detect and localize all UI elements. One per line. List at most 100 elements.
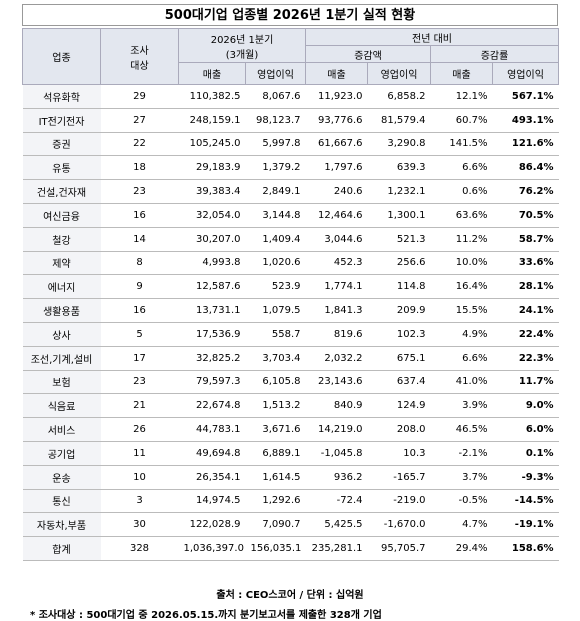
- table-cell: 6.6%: [430, 346, 493, 371]
- table-cell: 1,797.6: [305, 155, 368, 181]
- table-cell: 114.8: [367, 274, 431, 300]
- source: 출처 : CEO스코어 / 단위 : 십억원: [216, 590, 364, 601]
- table-cell: 27: [100, 108, 179, 133]
- table-cell: 79,597.3: [178, 370, 246, 395]
- table-cell: -9.3%: [492, 465, 559, 490]
- table-cell: 81,579.4: [367, 108, 431, 133]
- table-row: 운송 10 26,354.1 1,614.5 936.2 -165.7 3.7% -9.3%: [22, 465, 559, 490]
- table-cell: -165.7: [367, 465, 431, 490]
- table-cell: 생활용품: [22, 298, 101, 323]
- header-cell: 영업이익: [367, 62, 431, 85]
- table-cell: 14: [100, 227, 179, 252]
- table-cell: 637.4: [367, 370, 431, 395]
- table-cell: 21: [100, 393, 179, 419]
- table-cell: 17,536.9: [178, 322, 246, 347]
- table-cell: 29.4%: [430, 536, 493, 561]
- table-cell: 98,123.7: [245, 108, 306, 133]
- table-cell: 11: [100, 441, 179, 466]
- table-cell: 조선,기계,설비: [22, 346, 101, 371]
- table-cell: -14.5%: [492, 489, 559, 514]
- table-cell: -219.0: [367, 489, 431, 514]
- table-cell: 26,354.1: [178, 465, 246, 490]
- table-cell: 122,028.9: [178, 512, 246, 538]
- table-cell: 29: [100, 84, 179, 109]
- table-cell: 209.9: [367, 298, 431, 323]
- table-cell: 22.4%: [492, 322, 559, 347]
- table-cell: 1,513.2: [245, 393, 306, 419]
- table-cell: 보험: [22, 370, 101, 395]
- table-cell: 여신금융: [22, 203, 101, 228]
- table-cell: 5,425.5: [305, 512, 368, 538]
- table-cell: 3,044.6: [305, 227, 368, 252]
- table-cell: 3,671.6: [245, 417, 306, 442]
- table-cell: 110,382.5: [178, 84, 246, 109]
- table-cell: 8: [100, 251, 179, 276]
- table-cell: 141.5%: [430, 132, 493, 157]
- table-cell: 유통: [22, 155, 101, 181]
- table-cell: 1,232.1: [367, 179, 431, 204]
- header-cell: 업종: [22, 28, 101, 85]
- table-cell: 328: [100, 536, 179, 561]
- table-cell: 46.5%: [430, 417, 493, 442]
- table-cell: 26: [100, 417, 179, 442]
- table-cell: 2,032.2: [305, 346, 368, 371]
- table-row: 증권 22 105,245.0 5,997.8 61,667.6 3,290.8 141.5…: [22, 132, 559, 157]
- table-cell: 건설,건자재: [22, 179, 101, 204]
- table-row: 제약 8 4,993.8 1,020.6 452.3 256.6 10.0% 33.6%: [22, 251, 559, 276]
- table-cell: 3: [100, 489, 179, 514]
- table-cell: 22,674.8: [178, 393, 246, 419]
- table-row: IT전기전자 27 248,159.1 98,123.7 93,776.6 81,579.…: [22, 108, 559, 133]
- table-cell: 33.6%: [492, 251, 559, 276]
- table-cell: 4,993.8: [178, 251, 246, 276]
- header-cell: 증감액: [305, 45, 431, 63]
- table-cell: 22.3%: [492, 346, 559, 371]
- header-cell: 증감률: [429, 45, 560, 63]
- table-cell: 11.2%: [430, 227, 493, 252]
- table-cell: 819.6: [305, 322, 368, 347]
- header-cell: 조사 대상: [100, 28, 179, 85]
- table-cell: 3,144.8: [245, 203, 306, 228]
- table-row: 철강 14 30,207.0 1,409.4 3,044.6 521.3 11.2% 58.7…: [22, 227, 559, 252]
- table-cell: 18: [100, 155, 179, 181]
- table-cell: 58.7%: [492, 227, 559, 252]
- table-cell: 8,067.6: [245, 84, 306, 109]
- table-cell: 0.6%: [430, 179, 493, 204]
- header-cell: 매출: [178, 62, 246, 85]
- table-cell: 철강: [22, 227, 101, 252]
- table-cell: 11,923.0: [305, 84, 368, 109]
- table-cell: 30,207.0: [178, 227, 246, 252]
- table-cell: 32,825.2: [178, 346, 246, 371]
- table-cell: 15.5%: [430, 298, 493, 323]
- header-cell: 영업이익: [491, 62, 560, 85]
- table-row: 석유화학 29 110,382.5 8,067.6 11,923.0 6,858.2 12.…: [22, 84, 559, 109]
- table-cell: 운송: [22, 465, 101, 490]
- table-cell: -19.1%: [492, 512, 559, 538]
- table-cell: 7,090.7: [245, 512, 306, 538]
- table-cell: 567.1%: [492, 84, 559, 109]
- table-cell: 9.0%: [492, 393, 559, 419]
- table-cell: 32,054.0: [178, 203, 246, 228]
- table-cell: 합계: [22, 536, 101, 561]
- table-cell: 1,079.5: [245, 298, 306, 323]
- table-cell: 11.7%: [492, 370, 559, 395]
- table-row: 합계 328 1,036,397.0 156,035.1 235,281.1 95,705…: [22, 536, 559, 561]
- table-cell: 4.9%: [430, 322, 493, 347]
- table-cell: 105,245.0: [178, 132, 246, 157]
- table-cell: 1,614.5: [245, 465, 306, 490]
- table-cell: 5: [100, 322, 179, 347]
- table-cell: 523.9: [245, 274, 306, 300]
- table-cell: 3,703.4: [245, 346, 306, 371]
- table-cell: 10.0%: [430, 251, 493, 276]
- table-cell: 12,587.6: [178, 274, 246, 300]
- table-cell: 121.6%: [492, 132, 559, 157]
- table-cell: 936.2: [305, 465, 368, 490]
- table-cell: 840.9: [305, 393, 368, 419]
- header-cell: 매출: [430, 62, 493, 85]
- header-text: 2026년 1분기: [210, 34, 274, 46]
- table-cell: 에너지: [22, 274, 101, 300]
- table-cell: 14,974.5: [178, 489, 246, 514]
- table-cell: 3,290.8: [367, 132, 431, 157]
- table-cell: 61,667.6: [305, 132, 368, 157]
- table-cell: 1,379.2: [245, 155, 306, 181]
